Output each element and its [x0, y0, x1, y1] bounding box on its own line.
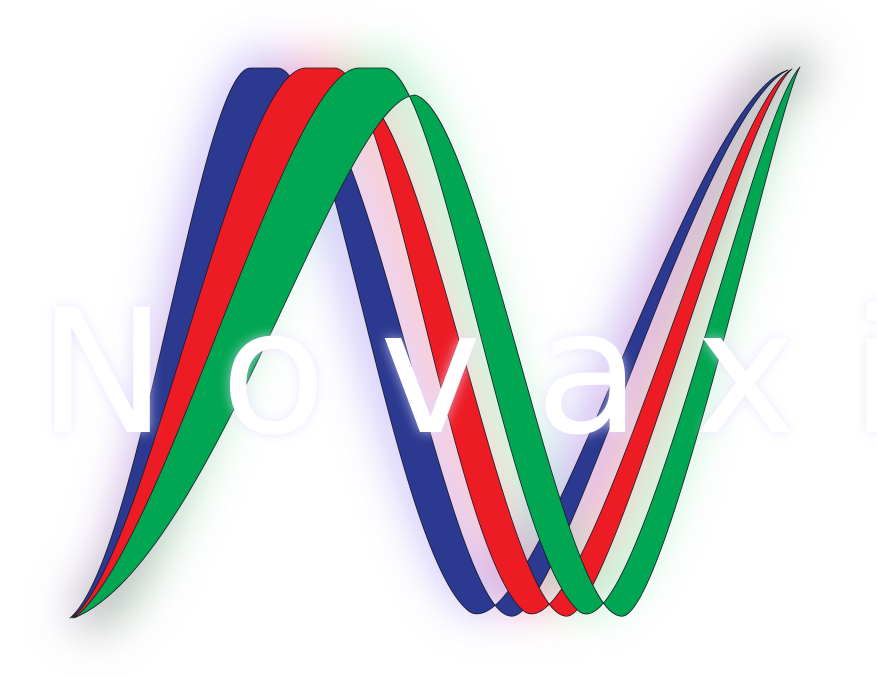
green-ribbon — [73, 66, 801, 619]
ribbons — [69, 66, 801, 619]
wordmark-text: Novaxi — [38, 272, 877, 473]
wordmark: Novaxi Novaxi — [38, 272, 877, 473]
